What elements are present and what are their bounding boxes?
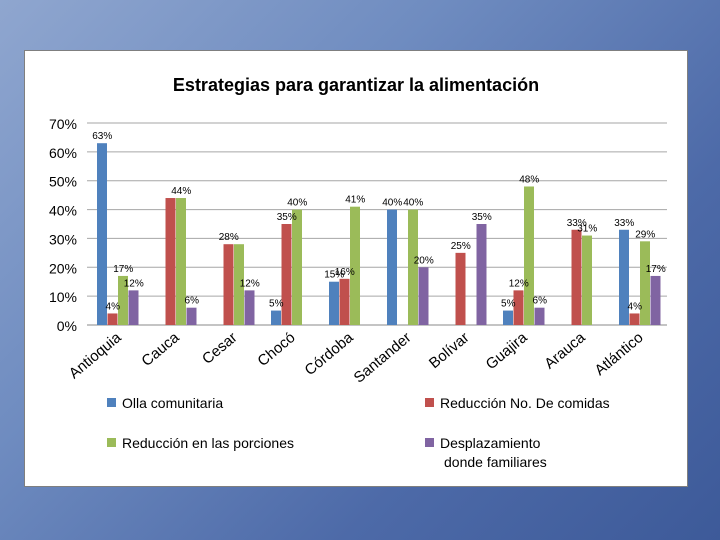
bar — [387, 209, 397, 325]
bar — [650, 275, 661, 325]
data-label: 63% — [92, 131, 112, 142]
data-label: 25% — [451, 241, 471, 252]
data-label: 41% — [345, 195, 365, 206]
data-label: 4% — [628, 301, 643, 312]
bar — [118, 275, 128, 325]
bar — [244, 290, 255, 325]
bar — [629, 313, 640, 325]
bar — [339, 278, 350, 325]
data-label: 12% — [509, 278, 529, 289]
data-label: 33% — [614, 218, 634, 229]
data-label: 28% — [219, 232, 239, 243]
bar — [476, 224, 487, 325]
data-label: 15% — [324, 270, 344, 281]
chart-title: Estrategias para garantizar la alimentac… — [173, 75, 539, 95]
y-tick-label: 40% — [49, 203, 77, 219]
bar — [223, 244, 234, 325]
legend-label: Desplazamiento — [440, 435, 541, 451]
chart-panel: Estrategias para garantizar la alimentac… — [24, 50, 688, 487]
bar-labels: 63% 5% 15% 40% 5% 33% 4% 28% 35% 16% 25% 12% 33% 4% 17… — [92, 131, 666, 312]
y-tick-label: 50% — [49, 174, 77, 190]
data-label: 4% — [106, 301, 121, 312]
data-label: 12% — [240, 278, 260, 289]
data-label: 35% — [277, 212, 297, 223]
data-label: 17% — [113, 264, 133, 275]
bar — [582, 235, 592, 325]
bars — [97, 143, 661, 325]
bar — [292, 209, 302, 325]
bar — [455, 252, 466, 325]
data-label: 29% — [635, 229, 655, 240]
y-tick-label: 0% — [57, 318, 77, 334]
data-label: 12% — [124, 278, 144, 289]
bar — [176, 198, 186, 325]
bar — [408, 209, 418, 325]
legend-label: Reducción No. De comidas — [440, 395, 610, 411]
data-label: 48% — [519, 174, 539, 185]
data-label: 5% — [501, 299, 516, 310]
data-label: 17% — [646, 264, 666, 275]
x-category-label: Atlántico — [592, 329, 647, 379]
bar — [165, 198, 176, 325]
bar — [513, 290, 524, 325]
data-label: 6% — [533, 296, 548, 307]
bar — [186, 307, 197, 325]
bar — [640, 241, 650, 325]
data-label: 31% — [577, 224, 597, 235]
legend-swatch — [107, 398, 116, 407]
bar — [524, 186, 534, 325]
y-tick-label: 30% — [49, 231, 77, 247]
bar — [329, 281, 339, 325]
x-category-label: Cauca — [138, 329, 183, 370]
data-label: 40% — [382, 198, 402, 209]
bar — [534, 307, 545, 325]
y-tick-label: 10% — [49, 289, 77, 305]
bar — [503, 310, 513, 325]
bar — [107, 313, 118, 325]
x-axis: Antioquia Cauca Cesar Chocó CórdobaSantander… — [66, 329, 647, 387]
bar — [619, 229, 629, 325]
y-axis: 0% 10% 20% 30% 40% 50% 60% 70% — [49, 116, 77, 334]
x-category-label: Chocó — [254, 329, 298, 370]
y-tick-label: 20% — [49, 260, 77, 276]
bar — [97, 143, 107, 325]
legend-swatch — [425, 398, 434, 407]
legend-swatch — [425, 438, 434, 447]
bar — [128, 290, 139, 325]
legend-swatch — [107, 438, 116, 447]
data-label: 40% — [287, 198, 307, 209]
bar — [281, 224, 292, 325]
legend: Olla comunitaria Reducción No. De comidas… — [107, 395, 610, 470]
data-label: 44% — [171, 186, 191, 197]
legend-label: Olla comunitaria — [122, 395, 223, 411]
x-category-label: Córdoba — [302, 329, 358, 379]
bar — [271, 310, 281, 325]
y-tick-label: 70% — [49, 116, 77, 132]
data-label: 40% — [403, 198, 423, 209]
legend-label: Reducción en las porciones — [122, 435, 294, 451]
bar — [350, 206, 360, 325]
bar — [571, 229, 582, 325]
data-label: 5% — [269, 299, 284, 310]
legend-label-line2: donde familiares — [444, 454, 547, 470]
x-category-label: Bolívar — [426, 329, 473, 372]
x-category-label: Santander — [351, 329, 415, 387]
x-category-label: Arauca — [541, 329, 589, 373]
data-label: 33% — [567, 218, 587, 229]
data-label: 35% — [472, 212, 492, 223]
bar — [234, 244, 244, 325]
x-category-label: Guajira — [483, 329, 531, 374]
x-category-label: Antioquia — [66, 329, 125, 383]
bar — [418, 267, 429, 325]
bar-chart: Estrategias para garantizar la alimentac… — [49, 75, 667, 470]
data-label: 6% — [185, 296, 200, 307]
data-label: 20% — [414, 255, 434, 266]
x-category-label: Cesar — [199, 329, 241, 368]
y-tick-label: 60% — [49, 145, 77, 161]
data-label: 16% — [335, 267, 355, 278]
